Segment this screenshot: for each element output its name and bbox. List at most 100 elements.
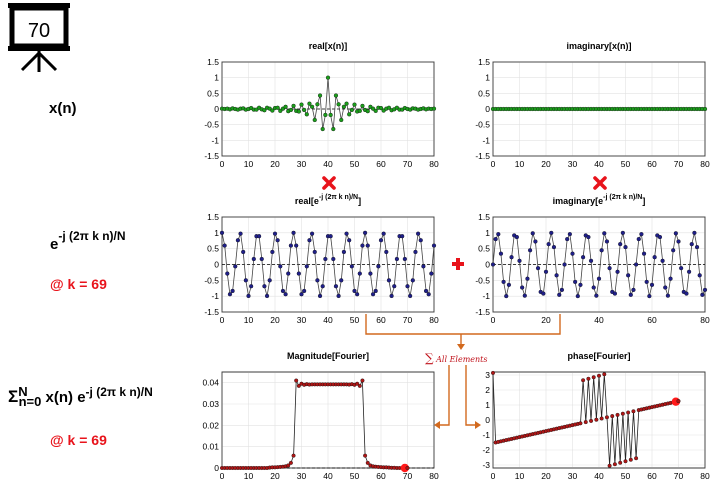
x-tick-label: 50 bbox=[350, 471, 360, 481]
data-point bbox=[296, 383, 301, 388]
x-tick-label: 10 bbox=[244, 471, 254, 481]
data-point bbox=[599, 416, 604, 421]
data-point bbox=[702, 106, 708, 112]
data-point bbox=[378, 105, 384, 111]
data-point bbox=[612, 291, 617, 296]
data-point bbox=[222, 243, 227, 248]
data-point bbox=[333, 93, 339, 98]
data-point bbox=[275, 238, 280, 243]
x-tick-label: 50 bbox=[621, 471, 631, 481]
data-point bbox=[272, 231, 278, 236]
data-point bbox=[365, 460, 370, 465]
data-point bbox=[684, 291, 689, 296]
sum-symbol: ∑ bbox=[425, 351, 434, 365]
kernel-label: e-j (2π k n)/N bbox=[50, 229, 126, 253]
data-point bbox=[639, 232, 644, 237]
data-point bbox=[291, 453, 296, 458]
arrow-head bbox=[475, 421, 481, 429]
chart-title: imaginary[x(n)] bbox=[566, 41, 631, 51]
chart-p2: imaginary[x(n)] 0 10 20 30 40 50 60 70 80 1.5 1 0.5 0… bbox=[475, 41, 710, 169]
y-tick-label: -1 bbox=[211, 135, 219, 145]
data-point bbox=[546, 242, 551, 247]
data-point bbox=[602, 231, 607, 236]
x-tick-label: 60 bbox=[647, 159, 657, 169]
y-tick-label: -0.5 bbox=[204, 275, 219, 285]
data-point bbox=[612, 462, 617, 467]
data-point bbox=[429, 271, 434, 276]
data-point bbox=[676, 399, 681, 404]
x-tick-label: 40 bbox=[594, 159, 604, 169]
data-point bbox=[527, 248, 533, 253]
data-point bbox=[368, 271, 373, 276]
y-tick-label: 0.02 bbox=[202, 420, 219, 430]
data-point bbox=[339, 117, 344, 123]
y-tick-label: 0 bbox=[214, 463, 219, 473]
data-point bbox=[349, 107, 354, 113]
data-point bbox=[331, 256, 336, 262]
x-tick-label: 10 bbox=[515, 471, 525, 481]
x-tick-label: 50 bbox=[621, 159, 631, 169]
data-point bbox=[302, 107, 307, 113]
data-point bbox=[275, 105, 280, 110]
data-point bbox=[310, 231, 315, 236]
data-point bbox=[299, 102, 304, 107]
data-point bbox=[583, 420, 588, 425]
data-point bbox=[360, 243, 365, 248]
data-point bbox=[421, 264, 426, 269]
plus-bar bbox=[456, 258, 460, 270]
chart-title: real[x(n)] bbox=[309, 41, 348, 51]
x-tick-label: 80 bbox=[429, 315, 439, 325]
data-point bbox=[286, 271, 291, 276]
data-point bbox=[283, 292, 288, 297]
y-tick-label: 1.5 bbox=[207, 57, 219, 67]
chart-p4: imaginary[e-j (2π k n)/N] 0 20 40 60 80 1.5 1 0.… bbox=[475, 194, 710, 325]
data-point bbox=[233, 264, 238, 269]
x-tick-label: 0 bbox=[220, 471, 225, 481]
data-point bbox=[315, 278, 320, 283]
data-point bbox=[493, 236, 498, 242]
data-point bbox=[551, 244, 557, 250]
x-tick-label: 20 bbox=[270, 471, 280, 481]
data-point bbox=[565, 236, 570, 242]
data-point bbox=[573, 279, 578, 285]
y-tick-label: 1 bbox=[485, 73, 490, 83]
x-tick-label: 80 bbox=[700, 159, 710, 169]
data-point bbox=[700, 292, 705, 297]
data-point bbox=[333, 284, 339, 289]
y-tick-label: 1 bbox=[214, 228, 219, 238]
data-point bbox=[357, 108, 362, 113]
y-tick-label: 1 bbox=[485, 228, 490, 238]
data-point bbox=[296, 271, 301, 276]
y-tick-label: 0 bbox=[214, 104, 219, 114]
x-tick-label: 80 bbox=[429, 159, 439, 169]
data-point bbox=[291, 230, 296, 235]
data-point bbox=[280, 288, 286, 294]
chart-title: imaginary[e-j (2π k n)/N] bbox=[553, 194, 646, 206]
x-tick-label: 80 bbox=[700, 315, 710, 325]
data-point bbox=[312, 249, 317, 255]
y-tick-label: -1 bbox=[482, 291, 490, 301]
data-point bbox=[352, 102, 357, 107]
kernel-k-value: @ k = 69 bbox=[50, 276, 107, 292]
x-tick-label: 70 bbox=[674, 471, 684, 481]
x-tick-label: 30 bbox=[568, 471, 578, 481]
x-tick-label: 60 bbox=[376, 315, 386, 325]
data-point bbox=[278, 108, 283, 113]
data-point bbox=[602, 372, 607, 377]
x-tick-label: 60 bbox=[647, 315, 657, 325]
data-point bbox=[618, 460, 623, 465]
sigma-symbol: Σ bbox=[8, 387, 19, 406]
data-point bbox=[394, 256, 399, 262]
data-point bbox=[607, 463, 612, 468]
data-point bbox=[665, 293, 670, 298]
arrow-head bbox=[434, 421, 440, 429]
data-point bbox=[235, 238, 240, 243]
y-tick-label: -2 bbox=[482, 445, 490, 455]
data-point bbox=[597, 373, 602, 378]
data-point bbox=[530, 231, 535, 236]
data-point bbox=[567, 232, 572, 237]
x-tick-label: 0 bbox=[491, 315, 496, 325]
data-point bbox=[317, 293, 323, 299]
x-tick-label: 70 bbox=[403, 315, 413, 325]
data-point bbox=[641, 251, 647, 256]
